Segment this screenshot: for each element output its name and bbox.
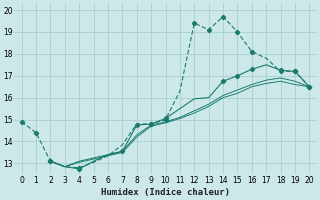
X-axis label: Humidex (Indice chaleur): Humidex (Indice chaleur) <box>101 188 230 197</box>
